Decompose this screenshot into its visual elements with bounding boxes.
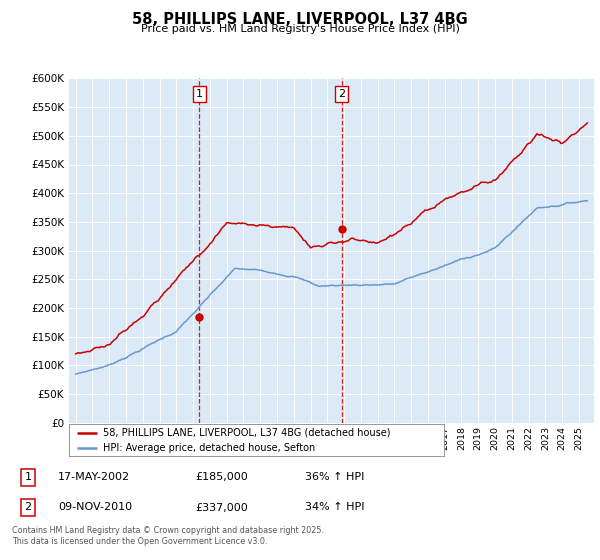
Text: 09-NOV-2010: 09-NOV-2010	[58, 502, 132, 512]
Bar	[199, 78, 341, 423]
Text: £337,000: £337,000	[195, 502, 248, 512]
Text: 1: 1	[196, 89, 203, 99]
Text: £185,000: £185,000	[195, 472, 248, 482]
Text: Contains HM Land Registry data © Crown copyright and database right 2025.
This d: Contains HM Land Registry data © Crown c…	[12, 526, 324, 546]
Text: HPI: Average price, detached house, Sefton: HPI: Average price, detached house, Seft…	[103, 442, 315, 452]
Text: 2: 2	[25, 502, 32, 512]
Text: 58, PHILLIPS LANE, LIVERPOOL, L37 4BG (detached house): 58, PHILLIPS LANE, LIVERPOOL, L37 4BG (d…	[103, 428, 390, 438]
Text: 58, PHILLIPS LANE, LIVERPOOL, L37 4BG: 58, PHILLIPS LANE, LIVERPOOL, L37 4BG	[132, 12, 468, 27]
Text: 34% ↑ HPI: 34% ↑ HPI	[305, 502, 365, 512]
Text: Price paid vs. HM Land Registry's House Price Index (HPI): Price paid vs. HM Land Registry's House …	[140, 24, 460, 34]
Text: 1: 1	[25, 472, 32, 482]
Text: 36% ↑ HPI: 36% ↑ HPI	[305, 472, 364, 482]
Text: 2: 2	[338, 89, 345, 99]
Text: 17-MAY-2002: 17-MAY-2002	[58, 472, 130, 482]
